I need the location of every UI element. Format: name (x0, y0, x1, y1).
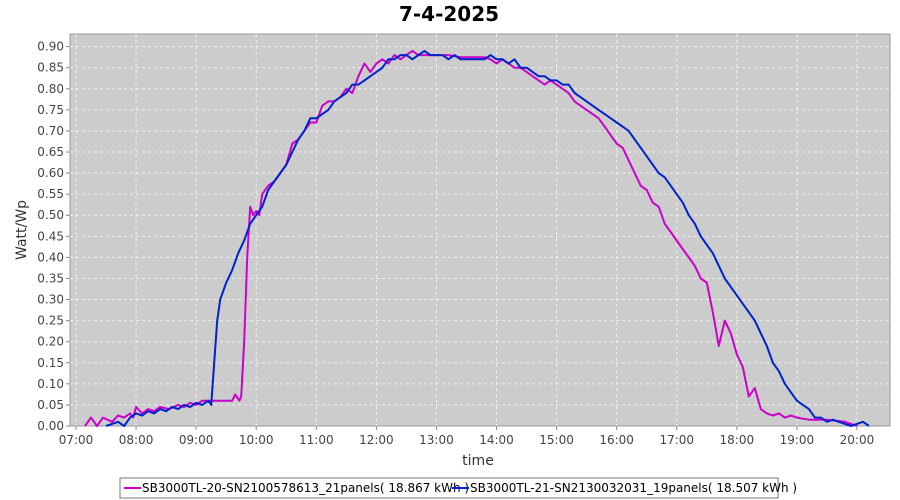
y-tick-label: 0.65 (37, 145, 64, 159)
x-tick-label: 12:00 (359, 433, 394, 447)
y-tick-label: 0.10 (37, 377, 64, 391)
legend: SB3000TL-20-SN2100578613_21panels( 18.86… (124, 481, 797, 495)
chart-title: 7-4-2025 (399, 2, 499, 26)
legend-entry: SB3000TL-21-SN2130032031_19panels( 18.50… (470, 481, 797, 495)
x-tick-label: 18:00 (720, 433, 755, 447)
y-tick-label: 0.35 (37, 271, 64, 285)
x-tick-label: 16:00 (599, 433, 634, 447)
x-axis-label: time (462, 453, 494, 469)
y-tick-label: 0.85 (37, 61, 64, 75)
x-tick-label: 08:00 (119, 433, 154, 447)
x-tick-label: 09:00 (179, 433, 214, 447)
y-tick-label: 0.40 (37, 250, 64, 264)
legend-box (119, 477, 779, 499)
x-axis-ticks: 07:00 08:00 09:00 10:00 11:00 12:00 13:00 14:00… (59, 426, 875, 447)
y-tick-label: 0.05 (37, 398, 64, 412)
y-tick-label: 0.00 (37, 419, 64, 433)
y-tick-label: 0.55 (37, 187, 64, 201)
x-tick-label: 14:00 (479, 433, 514, 447)
series-lines (84, 49, 870, 427)
y-tick-label: 0.70 (37, 124, 64, 138)
series-line-2 (105, 49, 870, 427)
x-tick-label: 17:00 (659, 433, 694, 447)
plot-area (69, 33, 891, 427)
y-tick-label: 0.25 (37, 314, 64, 328)
y-tick-label: 0.80 (37, 82, 64, 96)
y-tick-label: 0.75 (37, 103, 64, 117)
x-tick-label: 11:00 (299, 433, 334, 447)
grid-lines (70, 34, 890, 426)
y-tick-label: 0.45 (37, 229, 64, 243)
x-tick-label: 19:00 (780, 433, 815, 447)
y-axis-ticks: 0.00 0.05 0.10 0.15 0.20 0.25 0.30 0.35 0.40 0.45… (37, 40, 70, 433)
legend-entry: SB3000TL-20-SN2100578613_21panels( 18.86… (142, 481, 469, 495)
y-tick-label: 0.90 (37, 40, 64, 54)
y-axis-label: Watt/Wp (14, 200, 30, 260)
y-tick-label: 0.50 (37, 208, 64, 222)
x-tick-label: 15:00 (539, 433, 574, 447)
x-tick-label: 10:00 (239, 433, 274, 447)
x-tick-label: 20:00 (840, 433, 875, 447)
y-tick-label: 0.60 (37, 166, 64, 180)
y-tick-label: 0.30 (37, 293, 64, 307)
x-tick-label: 07:00 (59, 433, 94, 447)
x-tick-label: 13:00 (419, 433, 454, 447)
y-tick-label: 0.20 (37, 335, 64, 349)
y-tick-label: 0.15 (37, 356, 64, 370)
series-line-1 (84, 49, 858, 427)
